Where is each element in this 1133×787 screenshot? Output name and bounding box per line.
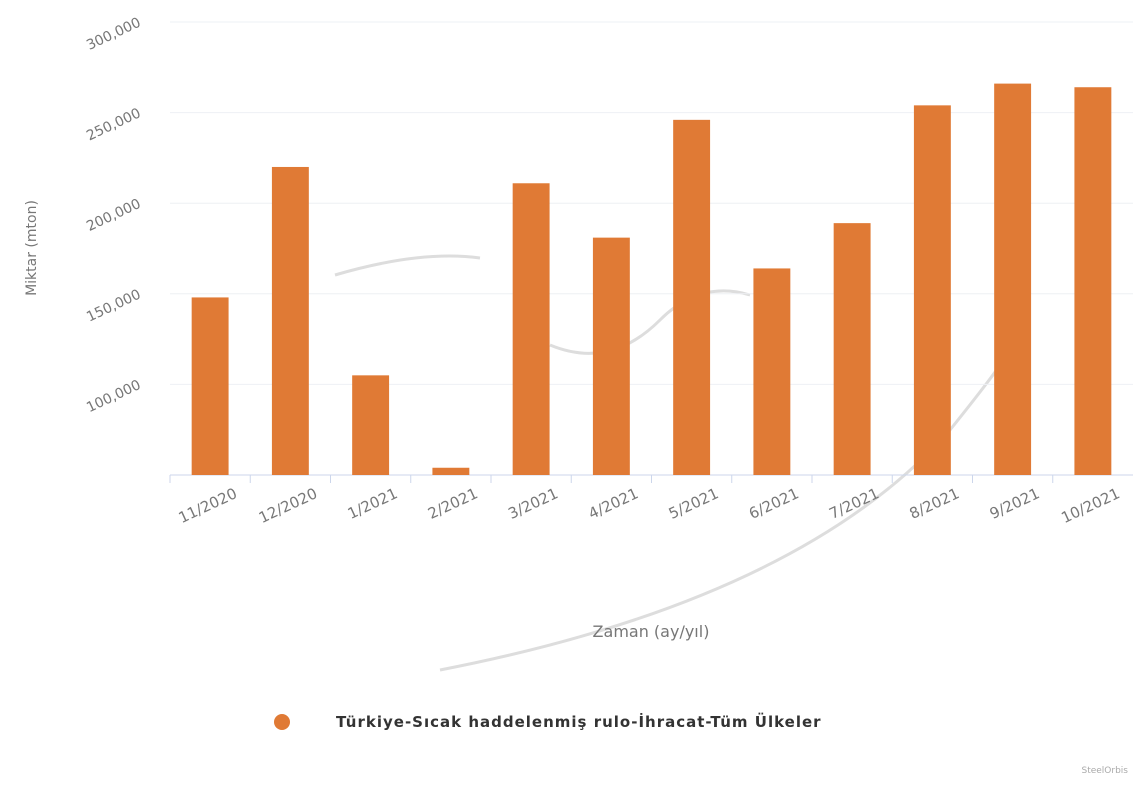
background-decoration <box>334 254 1002 672</box>
x-tick-label: 3/2021 <box>505 484 560 523</box>
bar <box>512 183 550 475</box>
bar <box>271 166 309 475</box>
x-tick-label: 6/2021 <box>746 484 801 523</box>
bar <box>592 237 630 475</box>
bar <box>673 119 711 476</box>
x-tick-label: 4/2021 <box>586 484 641 523</box>
x-tick-label: 5/2021 <box>666 484 721 523</box>
x-tick-label: 12/2020 <box>256 484 320 527</box>
bar <box>352 375 390 475</box>
credit: SteelOrbis <box>1081 766 1128 776</box>
bar <box>1074 87 1112 476</box>
bar <box>191 297 229 475</box>
x-tick-label: 8/2021 <box>907 484 962 523</box>
bar <box>913 105 951 476</box>
bar <box>833 223 871 475</box>
y-tick-label: 150,000 <box>84 287 143 326</box>
bar <box>753 268 791 475</box>
x-tick-label: 11/2020 <box>176 484 240 527</box>
x-tick-label: 10/2021 <box>1058 484 1122 527</box>
y-tick-label: 250,000 <box>84 105 143 144</box>
legend-marker <box>274 714 290 730</box>
bar <box>432 467 470 475</box>
y-axis-title: Miktar (mton) <box>24 200 40 296</box>
x-axis-title: Zaman (ay/yıl) <box>593 622 710 641</box>
y-tick-label: 100,000 <box>84 377 143 416</box>
x-tick-label: 9/2021 <box>987 484 1042 523</box>
x-tick-label: 1/2021 <box>345 484 400 523</box>
bar <box>994 83 1032 475</box>
y-tick-label: 200,000 <box>84 196 143 235</box>
x-tick-label: 7/2021 <box>826 484 881 523</box>
legend-label[interactable]: Türkiye-Sıcak haddelenmiş rulo-İhracat-T… <box>336 712 822 731</box>
y-tick-label: 300,000 <box>84 15 143 54</box>
x-tick-label: 2/2021 <box>425 484 480 523</box>
